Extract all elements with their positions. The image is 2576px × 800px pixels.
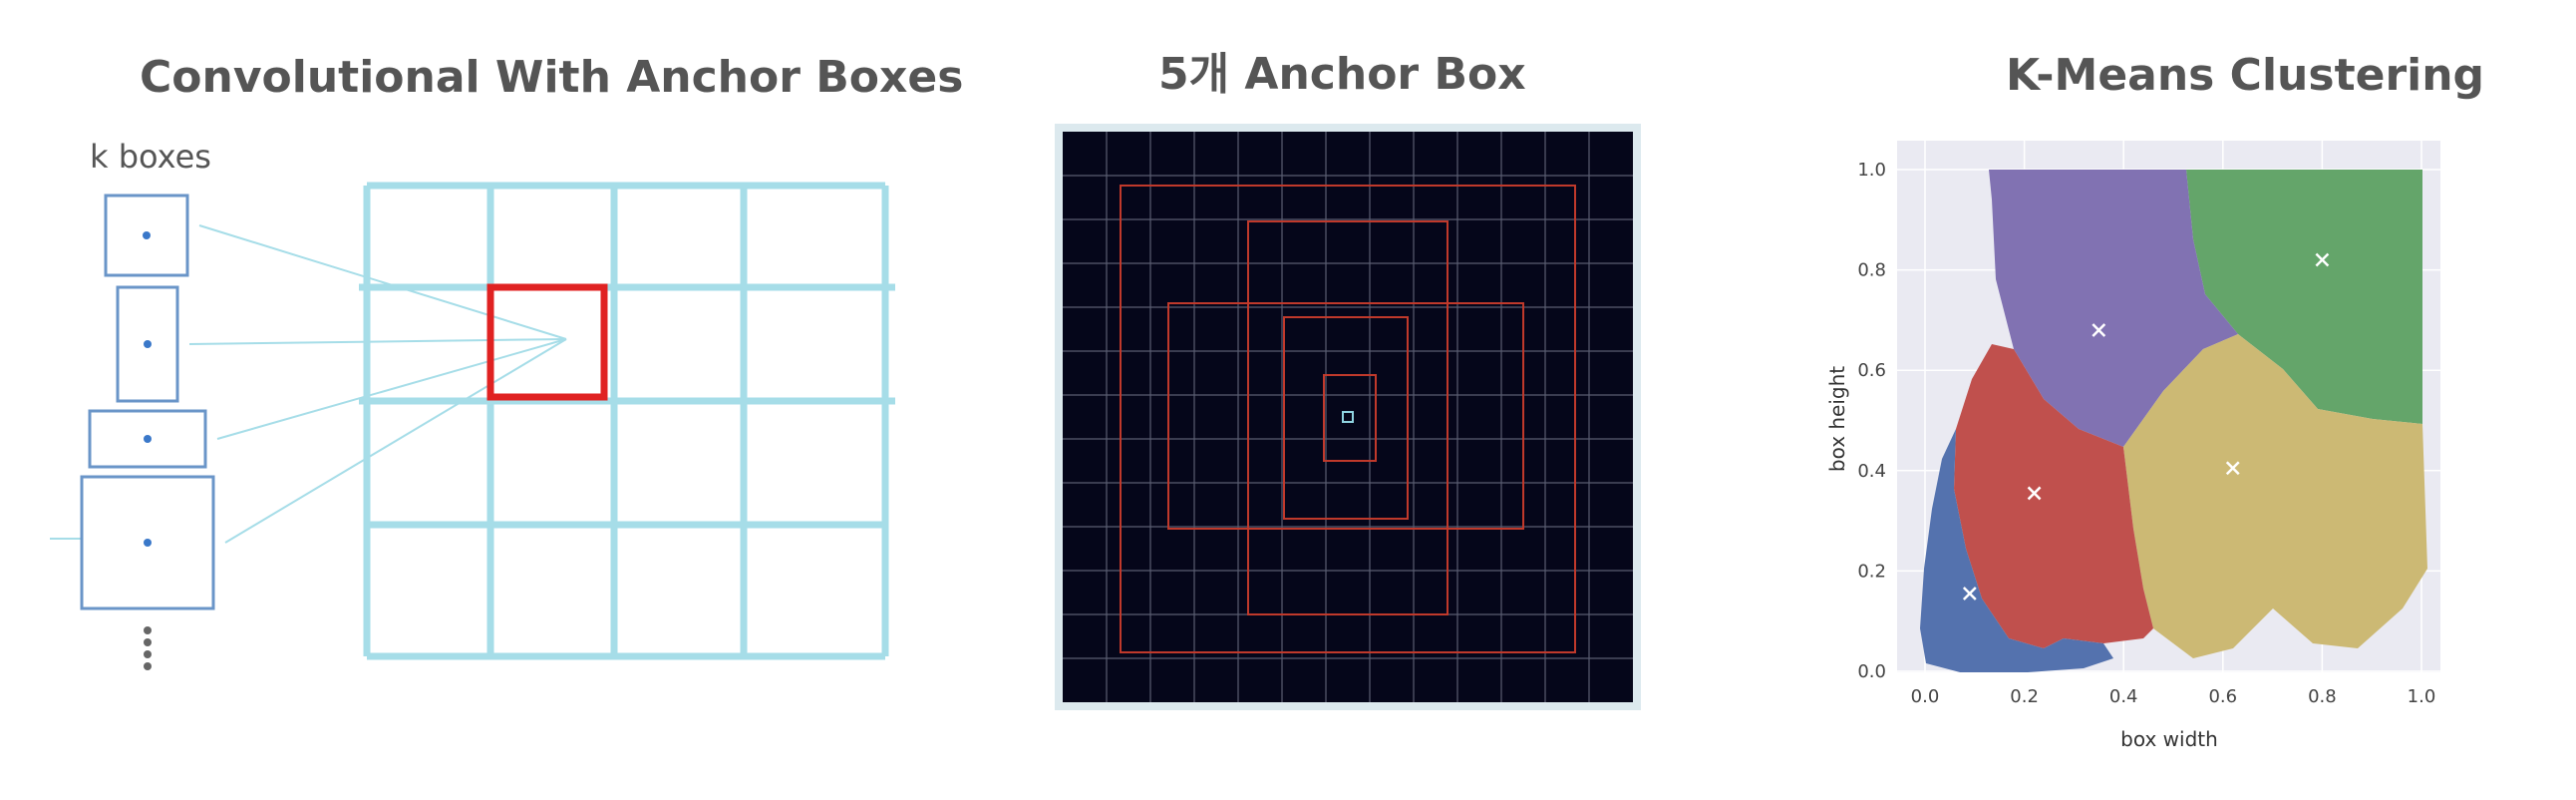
x-tick-label: 0.2 bbox=[2010, 686, 2039, 707]
kmeans-panel-title: K-Means Clustering bbox=[2006, 50, 2485, 101]
centroid-marker bbox=[1962, 587, 1977, 600]
anchor-box-visual bbox=[1055, 124, 1641, 710]
centroid-marker bbox=[2092, 323, 2106, 337]
connection-line bbox=[224, 338, 567, 544]
cluster-region-red bbox=[1954, 344, 2153, 648]
conv-panel-title: Convolutional With Anchor Boxes bbox=[140, 52, 964, 103]
anchor-center-dot bbox=[143, 231, 151, 239]
connection-line bbox=[216, 338, 567, 440]
ellipsis-dot bbox=[144, 626, 152, 634]
y-axis-label: box height bbox=[1825, 366, 1849, 472]
kmeans-scatter-chart: 0.0 0.2 0.4 0.6 0.8 1.0 0.0 0.2 0.4 0.6 0.8 1.0 bo… bbox=[1825, 141, 2440, 751]
anchor-box bbox=[1167, 302, 1524, 530]
y-tick-label: 0.2 bbox=[1857, 561, 1886, 582]
anchor-connection-lines bbox=[50, 224, 567, 544]
ellipsis-dot bbox=[144, 638, 152, 646]
highlighted-grid-cell bbox=[486, 283, 608, 401]
connection-line bbox=[198, 224, 567, 340]
anchor-center-dot bbox=[144, 435, 152, 443]
anchor-boxes bbox=[1120, 185, 1576, 653]
y-axis-ticks: 0.0 0.2 0.4 0.6 0.8 1.0 bbox=[1857, 160, 1886, 682]
anchor-box bbox=[104, 194, 189, 277]
y-tick-label: 0.0 bbox=[1857, 661, 1886, 682]
cluster-region-blue bbox=[1920, 429, 2113, 672]
anchor-panel-title: 5개 Anchor Box bbox=[1158, 49, 1526, 100]
anchor-center-dot bbox=[144, 539, 152, 547]
anchor-center-dot bbox=[144, 340, 152, 348]
anchor-box bbox=[1283, 316, 1409, 520]
y-tick-label: 0.8 bbox=[1857, 260, 1886, 281]
y-tick-label: 0.4 bbox=[1857, 461, 1886, 482]
ellipsis-dot bbox=[144, 650, 152, 658]
anchor-box bbox=[1247, 220, 1449, 615]
more-boxes-ellipsis bbox=[144, 626, 152, 670]
connection-line bbox=[188, 338, 567, 345]
feature-map-grid bbox=[359, 182, 895, 660]
cluster-region-purple bbox=[1989, 170, 2238, 447]
anchor-visual-background bbox=[1063, 132, 1633, 702]
x-tick-label: 1.0 bbox=[2408, 686, 2436, 707]
centroid-marker bbox=[2225, 461, 2240, 476]
anchor-grid-lines bbox=[1063, 132, 1633, 702]
x-tick-label: 0.6 bbox=[2208, 686, 2237, 707]
centroid-marker bbox=[2027, 486, 2042, 501]
x-axis-ticks: 0.0 0.2 0.4 0.6 0.8 1.0 bbox=[1911, 686, 2436, 707]
centroid-marker bbox=[2315, 252, 2330, 267]
cluster-region-green bbox=[2186, 170, 2422, 424]
anchor-box-stack bbox=[80, 194, 215, 610]
x-tick-label: 0.0 bbox=[1911, 686, 1940, 707]
y-tick-label: 0.6 bbox=[1857, 360, 1886, 381]
x-tick-label: 0.4 bbox=[2109, 686, 2138, 707]
anchor-center-cell bbox=[1342, 411, 1354, 423]
anchor-box bbox=[1120, 185, 1576, 653]
ellipsis-dot bbox=[144, 662, 152, 670]
y-tick-label: 1.0 bbox=[1857, 160, 1886, 181]
anchor-box bbox=[1323, 374, 1377, 462]
conv-anchor-diagram: k boxes bbox=[50, 138, 895, 670]
k-boxes-label: k boxes bbox=[90, 138, 211, 176]
centroid-markers bbox=[1962, 252, 2330, 600]
x-tick-label: 0.8 bbox=[2308, 686, 2337, 707]
cluster-region-tan bbox=[2123, 334, 2427, 658]
x-axis-label: box width bbox=[2120, 727, 2218, 751]
